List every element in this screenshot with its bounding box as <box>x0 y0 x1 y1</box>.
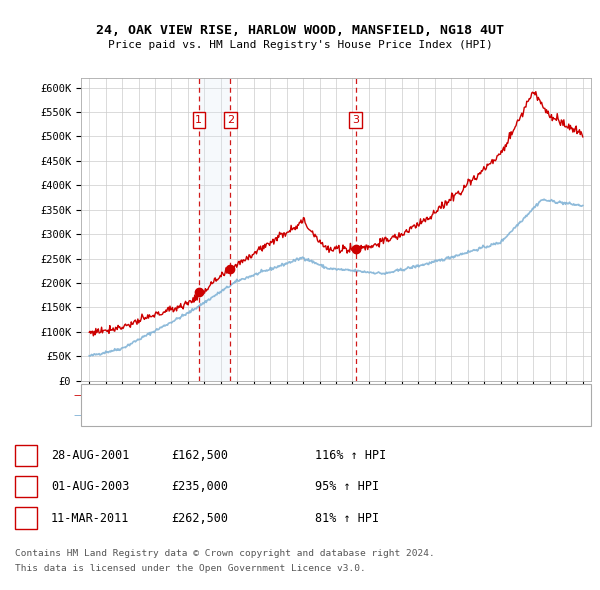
Text: 2: 2 <box>22 480 29 493</box>
Text: 2: 2 <box>227 115 234 125</box>
Text: 81% ↑ HPI: 81% ↑ HPI <box>315 512 379 525</box>
Text: —————: ————— <box>73 411 128 420</box>
Bar <box>199 78 230 381</box>
Text: 1: 1 <box>195 115 202 125</box>
Text: 11-MAR-2011: 11-MAR-2011 <box>51 512 130 525</box>
Text: Price paid vs. HM Land Registry's House Price Index (HPI): Price paid vs. HM Land Registry's House … <box>107 40 493 50</box>
Text: —————: ————— <box>73 391 128 401</box>
Text: 3: 3 <box>22 512 29 525</box>
Text: 24, OAK VIEW RISE, HARLOW WOOD, MANSFIELD, NG18 4UT: 24, OAK VIEW RISE, HARLOW WOOD, MANSFIEL… <box>96 24 504 37</box>
Text: 01-AUG-2003: 01-AUG-2003 <box>51 480 130 493</box>
Text: 3: 3 <box>352 115 359 125</box>
Text: Contains HM Land Registry data © Crown copyright and database right 2024.: Contains HM Land Registry data © Crown c… <box>15 549 435 558</box>
Text: HPI: Average price, detached house, Ashfield: HPI: Average price, detached house, Ashf… <box>116 411 391 420</box>
Text: 24, OAK VIEW RISE, HARLOW WOOD, MANSFIELD, NG18 4UT (detached house): 24, OAK VIEW RISE, HARLOW WOOD, MANSFIEL… <box>116 391 541 401</box>
Text: 116% ↑ HPI: 116% ↑ HPI <box>315 449 386 462</box>
Text: 28-AUG-2001: 28-AUG-2001 <box>51 449 130 462</box>
Text: £235,000: £235,000 <box>171 480 228 493</box>
Text: £162,500: £162,500 <box>171 449 228 462</box>
Text: £262,500: £262,500 <box>171 512 228 525</box>
Text: 1: 1 <box>22 449 29 462</box>
Text: This data is licensed under the Open Government Licence v3.0.: This data is licensed under the Open Gov… <box>15 565 366 573</box>
Text: 95% ↑ HPI: 95% ↑ HPI <box>315 480 379 493</box>
